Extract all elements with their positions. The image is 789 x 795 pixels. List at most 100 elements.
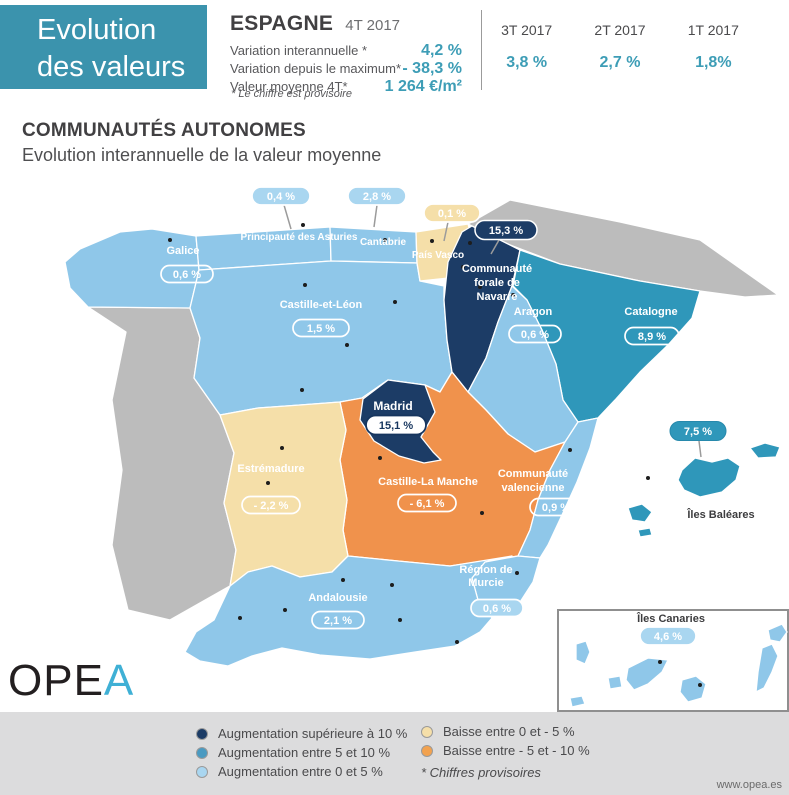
- svg-text:2,1 %: 2,1 %: [324, 615, 352, 627]
- badge-pais-vasco: 0,1 %: [423, 203, 481, 223]
- logo-accent: A: [103, 656, 135, 705]
- country-name: ESPAGNE: [230, 12, 334, 35]
- region-canaries: [569, 623, 788, 708]
- stat-value: - 38,3 %: [402, 60, 462, 77]
- label-estremadure: Estrémadure: [237, 463, 304, 475]
- badge-asturies: 0,4 %: [251, 186, 311, 206]
- legend-dot-medium-blue: [196, 746, 208, 759]
- svg-text:forale de: forale de: [474, 277, 520, 289]
- label-catalogne: Catalogne: [624, 306, 677, 318]
- legend-item: Augmentation entre 0 et 5 %: [196, 762, 407, 781]
- stat-row: Valeur moyenne 4T* 1 264 €/m²: [230, 78, 462, 96]
- quarter-column: 3T 2017 3,8 %: [480, 22, 573, 72]
- stat-label: Variation depuis le maximum*: [230, 61, 401, 76]
- legend-item: Baisse entre 0 et - 5 %: [421, 722, 590, 741]
- label-navarre: Communauté: [462, 263, 532, 275]
- report-title-line2: des valeurs: [37, 51, 186, 83]
- badge-cantabrie: 2,8 %: [347, 186, 407, 206]
- quarter-column: 1T 2017 1,8%: [667, 22, 760, 72]
- svg-text:4,6 %: 4,6 %: [654, 631, 682, 643]
- badge-castille-leon: 1,5 %: [292, 318, 350, 338]
- svg-text:valencienne: valencienne: [502, 482, 565, 494]
- svg-text:0,9 %: 0,9 %: [542, 502, 570, 514]
- stat-value: 1 264 €/m²: [384, 78, 462, 95]
- badge-galice: 0,6 %: [160, 264, 214, 284]
- svg-text:15,1 %: 15,1 %: [379, 420, 413, 432]
- stat-label: Valeur moyenne 4T*: [230, 79, 348, 94]
- country-period: 4T 2017: [345, 17, 401, 34]
- label-baleares: Îles Baléares: [686, 508, 754, 521]
- badge-madrid: 15,1 %: [365, 414, 427, 436]
- stat-row: Variation depuis le maximum* - 38,3 %: [230, 60, 462, 78]
- legend-item: Baisse entre - 5 et - 10 %: [421, 741, 590, 760]
- quarter-label: 3T 2017: [501, 22, 553, 38]
- badge-baleares: 7,5 %: [669, 421, 727, 441]
- opea-logo: OPEA: [8, 656, 134, 706]
- svg-text:0,6 %: 0,6 %: [173, 269, 201, 281]
- label-castille-la-manche: Castille-La Manche: [378, 476, 478, 488]
- svg-text:0,6 %: 0,6 %: [521, 329, 549, 341]
- svg-text:Murcie: Murcie: [468, 577, 503, 589]
- svg-text:0,4 %: 0,4 %: [267, 191, 295, 203]
- label-cantabrie: Cantabrie: [360, 237, 407, 248]
- label-aragon: Aragon: [514, 306, 553, 318]
- label-galice: Galice: [166, 245, 199, 257]
- badge-murcie: 0,6 %: [470, 598, 524, 618]
- website-url: www.opea.es: [716, 779, 782, 791]
- badge-estremadure: - 2,2 %: [241, 495, 301, 515]
- quarter-column: 2T 2017 2,7 %: [573, 22, 666, 72]
- stat-value: 4,2 %: [421, 42, 462, 59]
- quarter-value: 3,8 %: [506, 54, 548, 71]
- label-valencienne: Communauté: [498, 468, 568, 480]
- previous-quarters: 3T 2017 3,8 % 2T 2017 2,7 % 1T 2017 1,8%: [480, 22, 760, 72]
- badge-andalousie: 2,1 %: [311, 610, 365, 630]
- quarter-label: 1T 2017: [687, 22, 739, 38]
- section-title: COMMUNAUTÉS AUTONOMES: [22, 120, 306, 141]
- svg-text:0,1 %: 0,1 %: [438, 208, 466, 220]
- legend-dot-orange: [421, 744, 433, 757]
- city-dots: [168, 223, 702, 687]
- legend-decrease: Baisse entre 0 et - 5 % Baisse entre - 5…: [421, 722, 590, 780]
- stat-row: Variation interannuelle * 4,2 %: [230, 42, 462, 60]
- badge-catalogne: 8,9 %: [624, 326, 680, 346]
- badge-valencienne: 0,9 %: [529, 497, 583, 517]
- provisional-footnote: * Le chiffre est provisoire: [231, 88, 353, 100]
- label-andalousie: Andalousie: [308, 592, 367, 604]
- badge-canaries: 4,6 %: [639, 626, 697, 646]
- svg-text:Navarre: Navarre: [477, 291, 518, 303]
- badge-aragon: 0,6 %: [508, 324, 562, 344]
- legend-item: Augmentation supérieure à 10 %: [196, 724, 407, 743]
- region-estremadure: [219, 401, 349, 587]
- legend-dot-navy: [196, 727, 208, 740]
- legend-dot-light-blue: [196, 765, 208, 778]
- report-title-line1: Evolution: [37, 14, 157, 46]
- svg-text:15,3 %: 15,3 %: [489, 225, 523, 237]
- badge-castille-la-manche: - 6,1 %: [397, 493, 457, 513]
- svg-text:1,5 %: 1,5 %: [307, 323, 335, 335]
- legend-dot-tan: [421, 725, 433, 738]
- callout-lines: [283, 204, 702, 458]
- logo-black: OPE: [8, 656, 104, 705]
- quarter-value: 1,8%: [695, 54, 732, 71]
- badge-navarre: 15,3 %: [474, 219, 538, 241]
- svg-text:- 2,2 %: - 2,2 %: [254, 500, 289, 512]
- label-madrid: Madrid: [373, 399, 412, 413]
- svg-text:2,8 %: 2,8 %: [363, 191, 391, 203]
- svg-text:- 6,1 %: - 6,1 %: [410, 498, 445, 510]
- legend-item: Augmentation entre 5 et 10 %: [196, 743, 407, 762]
- label-murcie: Région de: [459, 564, 512, 576]
- spain-choropleth-map: Galice Principauté des Asturies Cantabri…: [64, 186, 789, 712]
- report-title: Evolution des valeurs: [0, 5, 207, 89]
- svg-text:0,6 %: 0,6 %: [483, 603, 511, 615]
- header-divider: [481, 10, 482, 90]
- svg-text:7,5 %: 7,5 %: [684, 426, 712, 438]
- section-subtitle: Evolution interannuelle de la valeur moy…: [22, 145, 382, 165]
- label-asturies: Principauté des Asturies: [241, 232, 358, 243]
- quarter-value: 2,7 %: [599, 54, 641, 71]
- label-castille-leon: Castille-et-Léon: [280, 299, 363, 311]
- label-canaries: Îles Canaries: [636, 612, 705, 625]
- country-summary: ESPAGNE 4T 2017 Variation interannuelle …: [230, 12, 462, 96]
- stat-label: Variation interannuelle *: [230, 43, 368, 58]
- legend-increase: Augmentation supérieure à 10 % Augmentat…: [196, 724, 407, 781]
- label-pais-vasco: País Vasco: [412, 250, 464, 261]
